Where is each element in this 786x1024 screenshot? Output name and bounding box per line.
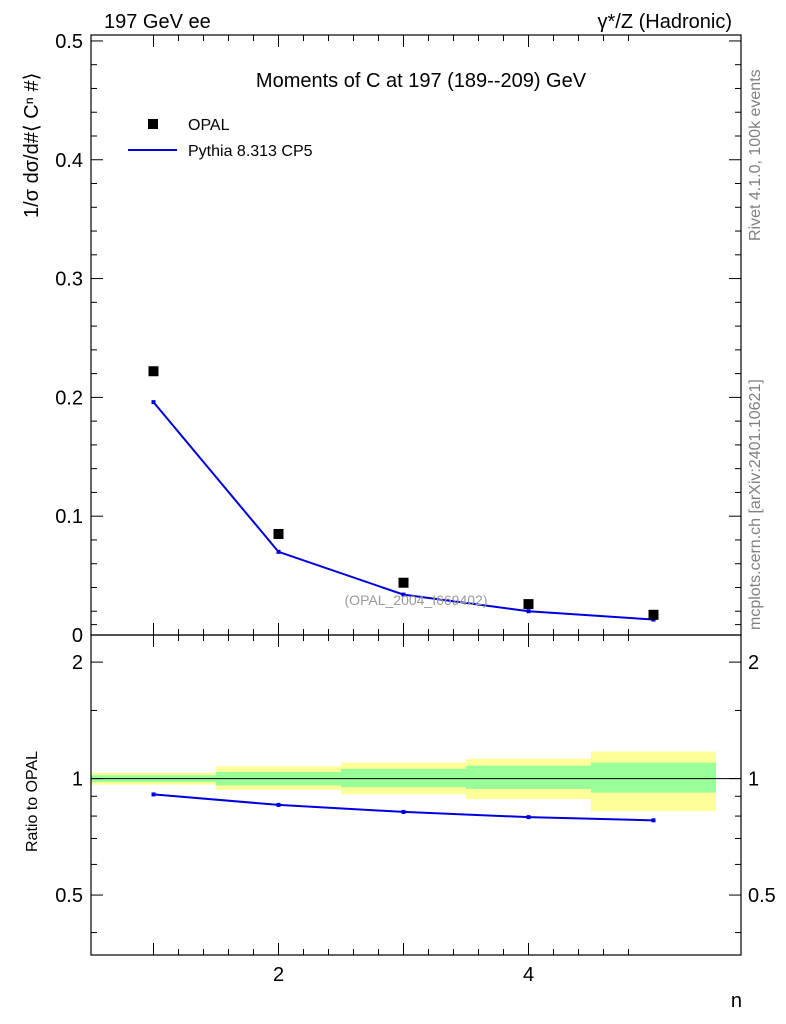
axis-labels: 0 0.1 0.2 0.3 0.4 0.5 0.5 0.5 1 1 2 2 2 4 [55,31,776,986]
ratio-point-5 [651,818,656,823]
legend-marker-opal [148,119,158,129]
x-tick-label-2: 2 [273,964,284,986]
y-tick-label-0: 0 [72,625,83,647]
watermark: (OPAL_2004_I669402) [345,592,488,608]
pythia-point-4 [526,609,531,614]
legend-label-pythia: Pythia 8.313 CP5 [188,143,313,160]
header-right: γ*/Z (Hadronic) [598,11,732,33]
ratio-tick-label-left-2: 2 [72,652,83,674]
y-tick-label-0.4: 0.4 [55,150,83,172]
y-tick-label-0.2: 0.2 [55,387,83,409]
ratio-series [151,792,656,823]
pythia-point-2 [276,549,281,554]
ratio-band-inner-4 [466,765,591,789]
y-tick-label-0.1: 0.1 [55,506,83,528]
x-axis-label: n [731,990,742,1012]
ratio-tick-label-left-0.5: 0.5 [55,885,83,907]
ratio-point-2 [276,802,281,807]
ratio-tick-label-right-1: 1 [748,769,759,791]
plot-frames [90,34,742,956]
y-tick-label-0.3: 0.3 [55,269,83,291]
pythia-point-3 [401,592,406,597]
y-axis-label-top: 1/σ dσ/d#⟨ Cⁿ #⟩ [21,73,43,218]
mcplots-label: mcplots.cern.ch [arXiv:2401.10621] [747,379,764,630]
ratio-point-4 [526,815,531,820]
y-axis-label-ratio: Ratio to OPAL [24,751,41,852]
header-left: 197 GeV ee [104,11,211,33]
opal-point-5 [648,609,659,620]
y-tick-label-0.5: 0.5 [55,31,83,53]
opal-point-3 [398,577,409,588]
x-tick-label-4: 4 [523,964,534,986]
axis-ticks [91,35,741,955]
ratio-frame [90,634,742,956]
pythia-point-1 [151,400,156,405]
main-series [148,366,659,622]
ratio-bands [91,751,716,811]
ratio-point-3 [401,809,406,814]
ratio-tick-label-left-1: 1 [72,769,83,791]
opal-point-1 [148,366,159,377]
ratio-tick-label-right-2: 2 [748,652,759,674]
legend-label-opal: OPAL [188,117,230,134]
chart-title: Moments of C at 197 (189--209) GeV [256,70,587,92]
ratio-band-inner-5 [591,762,716,793]
rivet-label: Rivet 4.1.0, 100k events [747,69,764,241]
ratio-tick-label-right-0.5: 0.5 [748,885,776,907]
ratio-point-1 [151,792,156,797]
opal-point-4 [523,599,534,610]
ratio-band-inner-3 [341,768,466,788]
opal-point-2 [273,529,284,540]
